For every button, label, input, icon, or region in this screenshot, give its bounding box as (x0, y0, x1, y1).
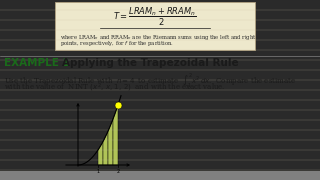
FancyBboxPatch shape (55, 2, 255, 50)
Polygon shape (98, 141, 103, 165)
Text: with the value of  NINT $(x^2,\, x,\, 1,\, 2)$  and with the exact value.: with the value of NINT $(x^2,\, x,\, 1,\… (4, 82, 226, 94)
Text: points, respectively, for $f$ for the partition.: points, respectively, for $f$ for the pa… (60, 39, 174, 48)
Text: where LRAM$_n$ and RRAM$_n$ are the Riemann sums using the left and right end-: where LRAM$_n$ and RRAM$_n$ are the Riem… (60, 33, 270, 42)
Polygon shape (113, 105, 118, 165)
Text: Applying the Trapezoidal Rule: Applying the Trapezoidal Rule (62, 58, 239, 68)
Text: EXAMPLE 1: EXAMPLE 1 (4, 58, 70, 68)
Text: 2: 2 (116, 169, 120, 174)
Bar (0, 171, 320, 180)
Polygon shape (108, 119, 113, 165)
Text: 1: 1 (96, 169, 100, 174)
Text: Use the Trapezoidal Rule with  $n = 4$  to estimate  $\int_1^2 x^2\, dx$.  Compa: Use the Trapezoidal Rule with $n = 4$ to… (4, 72, 296, 91)
Text: $T = \dfrac{LRAM_n + RRAM_n}{2}$: $T = \dfrac{LRAM_n + RRAM_n}{2}$ (113, 6, 197, 28)
Polygon shape (103, 131, 108, 165)
